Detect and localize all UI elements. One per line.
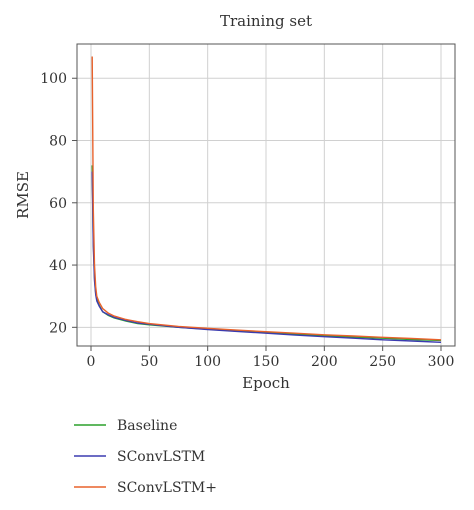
x-tick-label: 100 xyxy=(194,354,221,370)
y-tick-label: 40 xyxy=(49,258,67,274)
y-axis-label: RMSE xyxy=(14,171,32,219)
legend-label: SConvLSTM+ xyxy=(117,480,217,496)
series-line-3 xyxy=(91,56,442,341)
legend-label: SConvLSTM xyxy=(117,449,205,465)
y-tick-label: 20 xyxy=(49,320,67,336)
x-tick-label: 0 xyxy=(87,354,96,370)
y-tick-label: 80 xyxy=(49,134,67,150)
x-tick-label: 300 xyxy=(428,354,455,370)
x-axis-label: Epoch xyxy=(242,374,290,392)
x-tick-label: 150 xyxy=(253,354,280,370)
y-tick-label: 100 xyxy=(40,71,67,87)
legend: Baseline SConvLSTM SConvLSTM+ xyxy=(74,418,217,496)
x-tick-label: 250 xyxy=(369,354,396,370)
series-line-1 xyxy=(91,165,442,342)
chart-title: Training set xyxy=(220,12,312,30)
grid xyxy=(77,44,455,346)
ticks: 0 50 100 150 200 250 300 20 40 60 80 100 xyxy=(40,71,454,370)
legend-label: Baseline xyxy=(117,418,177,434)
series-line-2 xyxy=(91,171,442,343)
x-tick-label: 200 xyxy=(311,354,338,370)
y-tick-label: 60 xyxy=(49,196,67,212)
series-lines xyxy=(91,56,442,343)
x-tick-label: 50 xyxy=(140,354,158,370)
